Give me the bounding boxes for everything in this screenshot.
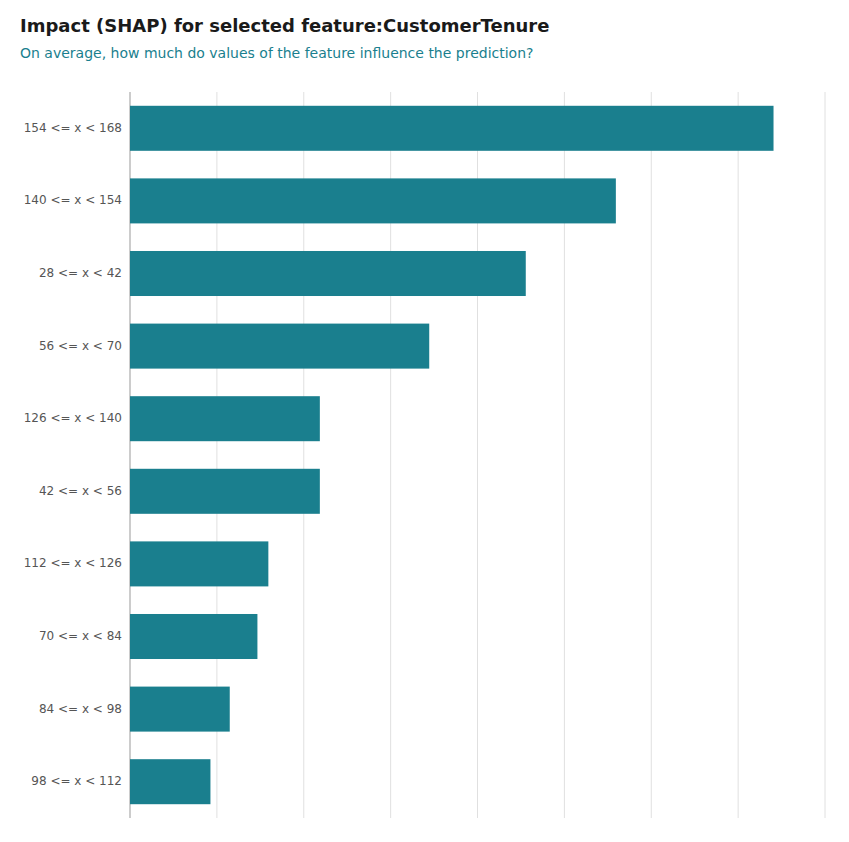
bar [130,469,320,514]
grid-line [651,92,652,818]
title: Impact (SHAP) for selected feature:Custo… [20,15,549,36]
bar [130,614,257,659]
grid-line [825,92,826,818]
y-tick-label: 42 <= x < 56 [39,484,122,498]
bars [130,106,774,804]
bar [130,541,268,586]
y-tick-label: 112 <= x < 126 [24,556,122,570]
subtitle: On average, how much do values of the fe… [20,45,533,61]
y-tick-label: 154 <= x < 168 [24,121,122,135]
chart-svg: Impact (SHAP) for selected feature:Custo… [0,0,849,842]
grid-line [738,92,739,818]
chart-container: Impact (SHAP) for selected feature:Custo… [0,0,849,842]
bar [130,759,210,804]
y-tick-label: 70 <= x < 84 [39,629,122,643]
y-tick-label: 140 <= x < 154 [24,193,122,207]
plot-area [130,92,825,818]
bar [130,106,774,151]
y-tick-label: 84 <= x < 98 [39,702,122,716]
bar [130,178,616,223]
bar [130,396,320,441]
bar [130,687,230,732]
bar [130,324,429,369]
y-tick-labels: 154 <= x < 168 140 <= x < 154 28 <= x < 42… [24,121,122,788]
y-tick-label: 126 <= x < 140 [24,411,122,425]
y-tick-label: 56 <= x < 70 [39,339,122,353]
bar [130,251,526,296]
y-tick-label: 98 <= x < 112 [31,774,122,788]
page: {"chart_data": {"type": "bar", "orientat… [0,0,849,842]
y-tick-label: 28 <= x < 42 [39,266,122,280]
